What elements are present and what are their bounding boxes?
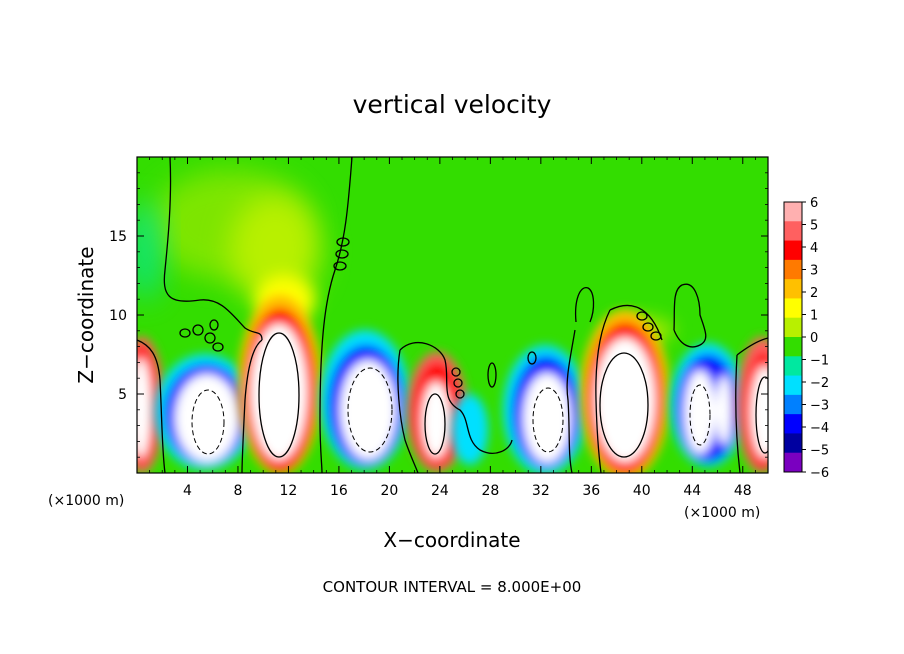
updraft-cell-1: [137, 337, 164, 473]
colorbar-swatch: [784, 221, 802, 242]
colorbar-tick-label: −2: [810, 376, 829, 391]
negative-contours: [191, 367, 711, 455]
y-tick-label: 15: [109, 229, 127, 245]
x-tick-label: 44: [683, 483, 701, 499]
colorbar-swatch: [784, 259, 802, 280]
colorbar-swatch: [784, 240, 802, 261]
updraft-cell-3: [407, 352, 467, 472]
updraft-cell-4: [580, 310, 670, 473]
x-tick-label: 4: [183, 483, 192, 499]
colorbar-swatch: [784, 433, 802, 454]
x-tick-label: 16: [330, 483, 348, 499]
updraft-cell-5: [737, 337, 768, 473]
colorbar-tick-label: 3: [810, 264, 818, 279]
colorbar-swatch: [784, 202, 802, 222]
colorbar-swatch: [784, 394, 802, 415]
y-tick-label: 5: [118, 387, 127, 403]
colorbar-tick-label: −6: [810, 466, 829, 481]
colorbar-tick-label: −4: [810, 421, 829, 436]
x-unit-label: (×1000 m): [684, 505, 760, 521]
colorbar-swatch: [784, 317, 802, 338]
colorbar-swatch: [784, 337, 802, 357]
downdraft-cell-1: [155, 354, 255, 470]
x-tick-label: 32: [532, 483, 550, 499]
chart-title: vertical velocity: [353, 90, 552, 119]
colorbar-tick-label: 1: [810, 309, 818, 324]
downdraft-cell-5: [670, 343, 746, 467]
colorbar-swatch: [784, 375, 802, 396]
x-axis-label: X−coordinate: [383, 528, 520, 552]
colorbar-tick-label: 0: [810, 331, 818, 346]
downdraft-cell-2: [320, 330, 410, 470]
colorbar-swatch: [784, 356, 802, 377]
colorbar-tick-label: 6: [810, 196, 818, 211]
colorbar-swatch: [784, 452, 802, 473]
updraft-cell-2: [238, 295, 322, 473]
x-tick-label: 20: [380, 483, 398, 499]
colorbar-swatch: [784, 298, 802, 319]
colorbar-tick-label: −3: [810, 399, 829, 414]
x-axis: 4 8 12 16 20 24 28 32 36 40 44 48: [149, 157, 756, 499]
contour-interval-note: CONTOUR INTERVAL = 8.000E+00: [323, 578, 582, 596]
y-tick-label: 10: [109, 308, 127, 324]
colorbar-tick-label: 5: [810, 219, 818, 234]
x-tick-label: 12: [280, 483, 298, 499]
downdraft-cell-3: [452, 395, 488, 465]
y-axis-label: Z−coordinate: [74, 246, 98, 383]
x-tick-label: 28: [481, 483, 499, 499]
colorbar-tick-label: −5: [810, 444, 829, 459]
y-unit-label: (×1000 m): [48, 493, 124, 509]
x-tick-label: 48: [734, 483, 752, 499]
colorbar-tick-label: −1: [810, 354, 829, 369]
x-tick-label: 40: [633, 483, 651, 499]
x-tick-label: 24: [431, 483, 449, 499]
x-tick-label: 8: [233, 483, 242, 499]
colorbar: 6 5 4 3 2 1 0 −1 −2 −3 −4 −5 −6: [783, 196, 829, 481]
colorbar-tick-label: 4: [810, 241, 818, 256]
colorbar-tick-label: 2: [810, 286, 818, 301]
y-axis: 5 10 15: [109, 172, 768, 458]
x-tick-label: 36: [582, 483, 600, 499]
colorbar-swatch: [784, 279, 802, 299]
downdraft-cell-4: [503, 345, 587, 473]
colorbar-swatch: [784, 414, 802, 434]
zero-contours: [137, 157, 768, 473]
plot-area: [137, 157, 768, 473]
